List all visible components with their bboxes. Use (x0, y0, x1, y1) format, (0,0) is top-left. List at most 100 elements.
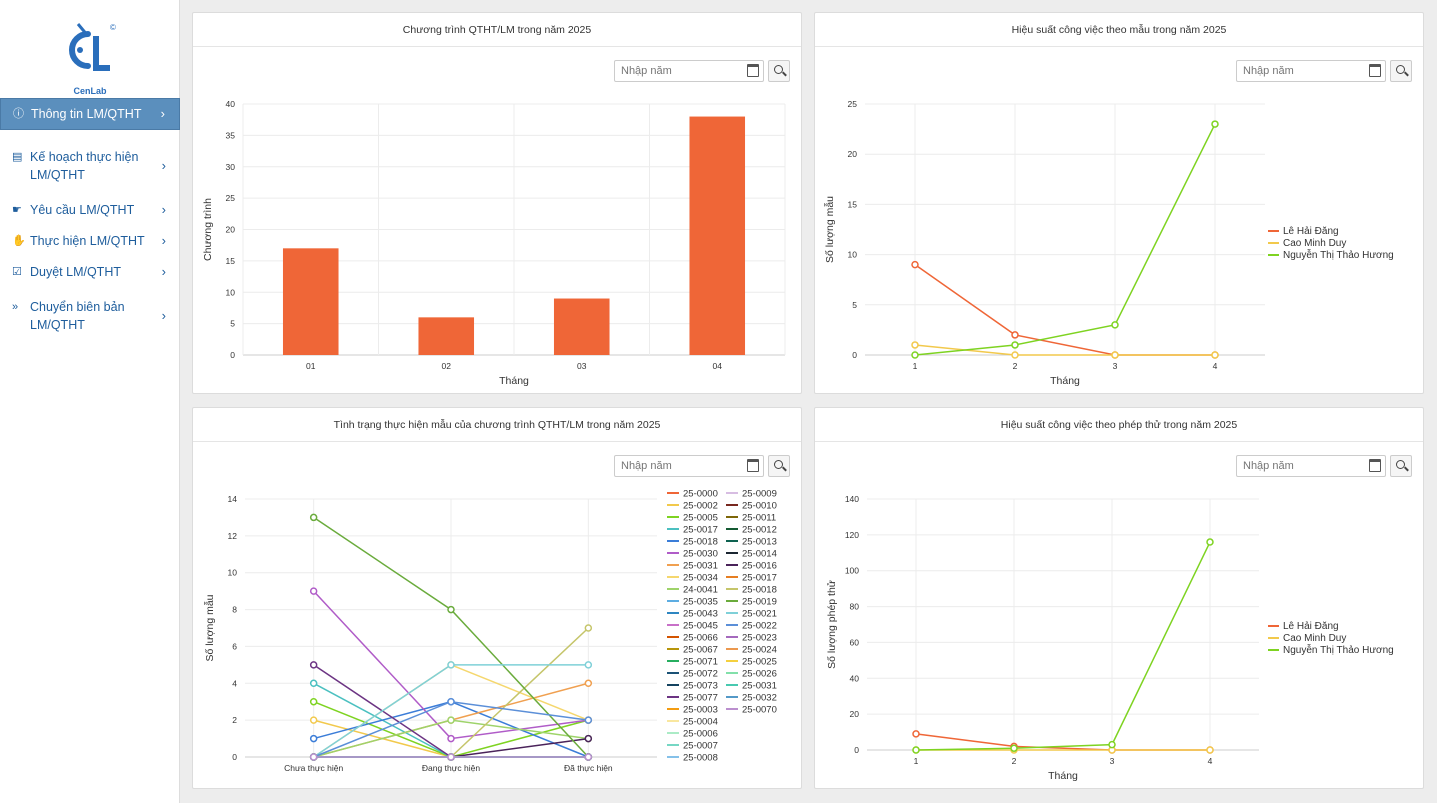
search-button[interactable] (1390, 455, 1412, 477)
x-tick-label: 1 (914, 756, 919, 766)
y-tick-label: 0 (232, 752, 237, 762)
legend-label: 25-0021 (742, 609, 777, 620)
search-icon (774, 460, 783, 469)
sidebar-item-yeu-cau[interactable]: ☛ Yêu cầu LM/QTHT › (0, 195, 180, 225)
sample-status-line-chart: 0 2 4 6 8 10 12 14 Chưa thực hiện Đang thực hiện Đ… (203, 489, 777, 774)
y-tick-label: 15 (226, 256, 236, 266)
legend-label: 25-0077 (683, 693, 718, 704)
legend-label: 25-0016 (742, 561, 777, 572)
x-tick-label: 04 (713, 361, 723, 371)
x-tick-label: 2 (1012, 756, 1017, 766)
x-tick-label: Chưa thực hiện (284, 763, 343, 773)
calendar-icon[interactable] (747, 459, 759, 472)
legend-label: 25-0007 (683, 741, 718, 752)
data-point (1111, 321, 1119, 329)
legend-label: 24-0041 (683, 585, 718, 596)
cenlab-logo[interactable]: © CenLab (58, 20, 122, 96)
legend-label: 25-0031 (683, 561, 718, 572)
sidebar-item-duyet[interactable]: ☑ Duyệt LM/QTHT › (0, 257, 180, 287)
x-axis-label: Tháng (1050, 375, 1080, 387)
data-point (1206, 538, 1214, 546)
x-tick-label: 4 (1213, 361, 1218, 371)
svg-text:©: © (110, 23, 116, 32)
legend-label: 25-0006 (683, 729, 718, 740)
sidebar-item-ke-hoach[interactable]: ▤ Kế hoạch thực hiện LM/QTHT › (0, 142, 180, 190)
sample-performance-line-chart: 0 5 10 15 20 25 1 2 3 4 Tháng Số lượng mẫu Lê Hải Đă… (823, 99, 1394, 387)
legend-label: Cao Minh Duy (1283, 238, 1346, 249)
x-tick-label: 02 (442, 361, 452, 371)
legend-label: Cao Minh Duy (1283, 633, 1346, 644)
year-input[interactable] (614, 455, 764, 477)
search-icon (774, 65, 783, 74)
sample-performance-card: Hiệu suất công việc theo mẫu trong năm 2… (814, 12, 1424, 394)
y-tick-label: 14 (228, 494, 238, 504)
x-tick-label: 3 (1113, 361, 1118, 371)
year-input[interactable] (1236, 60, 1386, 82)
chart-title: Hiệu suất công việc theo mẫu trong năm 2… (815, 13, 1423, 47)
y-tick-label: 5 (230, 319, 235, 329)
data-point (584, 624, 593, 632)
legend-label: 25-0013 (742, 537, 777, 548)
chart-title: Tình trạng thực hiện mẫu của chương trìn… (193, 408, 801, 442)
calendar-icon[interactable] (1369, 64, 1381, 77)
x-tick-label: 4 (1208, 756, 1213, 766)
data-point (309, 513, 318, 522)
legend-label: 25-0035 (683, 597, 718, 608)
legend-label: 25-0010 (742, 501, 777, 512)
legend-label: 25-0022 (742, 621, 777, 632)
year-input[interactable] (1236, 455, 1386, 477)
year-filter (1236, 60, 1412, 82)
sidebar-item-label: Yêu cầu LM/QTHT (30, 203, 135, 217)
y-tick-label: 10 (848, 250, 858, 260)
info-icon: ⓘ (13, 108, 24, 120)
fast-forward-icon: » (12, 301, 19, 313)
legend-label: 25-0008 (683, 753, 718, 764)
legend-label: 25-0071 (683, 657, 718, 668)
data-point (1108, 740, 1116, 749)
legend-label: 25-0073 (683, 681, 718, 692)
legend-label: 25-0009 (742, 489, 777, 500)
calendar-icon[interactable] (747, 64, 759, 77)
data-point (447, 716, 455, 724)
chevron-right-icon: › (161, 308, 166, 323)
sidebar-item-chuyen-bien-ban[interactable]: » Chuyển biên bản LM/QTHT › (0, 292, 180, 340)
y-tick-label: 4 (232, 678, 237, 688)
y-tick-label: 140 (845, 494, 859, 504)
data-point (309, 734, 318, 743)
legend-label: 25-0070 (742, 705, 777, 716)
y-tick-label: 25 (848, 99, 858, 109)
data-point (912, 730, 920, 738)
legend-label: 25-0005 (683, 513, 718, 524)
data-point (309, 679, 318, 688)
y-tick-label: 10 (226, 287, 236, 297)
search-button[interactable] (768, 60, 790, 82)
x-tick-label: Đã thực hiện (564, 763, 613, 773)
data-point (1211, 351, 1219, 359)
search-button[interactable] (1390, 60, 1412, 82)
year-filter (1236, 455, 1412, 477)
sidebar-nav: ⓘ Thông tin LM/QTHT › ▤ Kế hoạch thực hi… (0, 98, 180, 340)
legend-label: 25-0004 (683, 717, 718, 728)
year-input[interactable] (614, 60, 764, 82)
chevron-right-icon: › (160, 106, 165, 121)
y-tick-label: 100 (845, 566, 859, 576)
sidebar: © CenLab ⓘ Thông tin LM/QTHT › ▤ Kế hoạc… (0, 0, 180, 803)
sidebar-item-thuc-hien[interactable]: ✋ Thực hiện LM/QTHT › (0, 226, 180, 256)
series-line (915, 541, 1211, 751)
y-axis-label: Số lượng mẫu (823, 196, 836, 263)
legend-label: 25-0017 (683, 525, 718, 536)
legend-label: 25-0012 (742, 525, 777, 536)
search-button[interactable] (768, 455, 790, 477)
data-point (584, 753, 593, 761)
data-point (584, 716, 593, 724)
sidebar-item-label: Kế hoạch thực hiện LM/QTHT (30, 150, 139, 182)
data-point (309, 661, 318, 669)
y-tick-label: 0 (854, 745, 859, 755)
calendar-icon[interactable] (1369, 459, 1381, 472)
data-point (447, 734, 455, 743)
year-filter (614, 60, 790, 82)
sidebar-item-thong-tin[interactable]: ⓘ Thông tin LM/QTHT › (0, 98, 180, 130)
legend-label: 25-0024 (742, 645, 777, 656)
legend-label: 25-0026 (742, 669, 777, 680)
y-tick-label: 30 (226, 162, 236, 172)
